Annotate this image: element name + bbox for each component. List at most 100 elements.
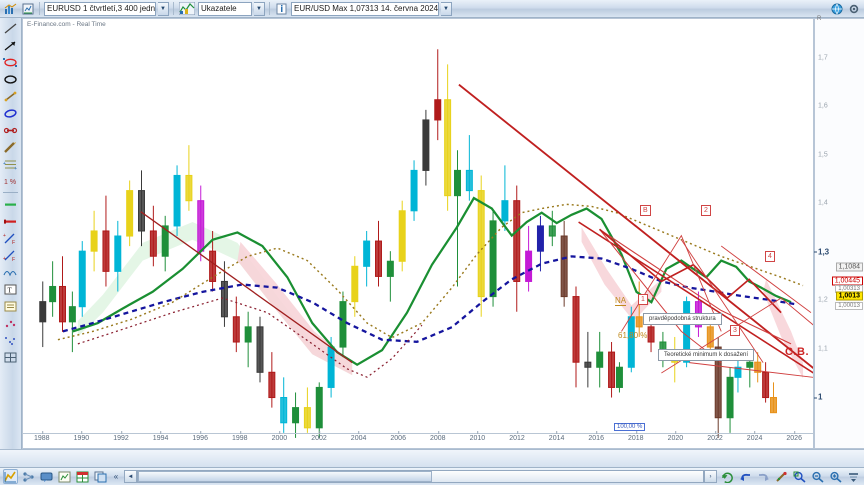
grid-tool-icon[interactable] [1, 349, 20, 365]
chart-watermark: E-Finance.com - Real Time [27, 21, 106, 28]
date-tick: 1988 [34, 431, 50, 442]
green-line-tool-icon[interactable] [1, 196, 20, 212]
draw-icon[interactable] [774, 469, 789, 484]
price-tick: 1,2 [818, 296, 828, 304]
regression2-tool-icon[interactable]: F + [1, 247, 20, 263]
top-toolbar: EURUSD 1 čtvrtletí,3 400 jednotek ▼ Ukaz… [0, 0, 864, 18]
svg-text:T: T [8, 286, 13, 294]
indicator-combo[interactable]: Ukazatele [198, 1, 252, 16]
price-axis[interactable]: R 1,7 1,6 1,5 1,4 1,3 1,2 1,1 1 1,1084 1,00445 1,0… [813, 16, 864, 449]
zoom-area-icon[interactable] [792, 469, 807, 484]
scroll-track[interactable] [137, 470, 704, 483]
arrow-tool-icon[interactable] [1, 37, 20, 53]
export-icon[interactable] [57, 469, 72, 484]
date-tick: 2004 [350, 431, 367, 442]
date-axis-line [22, 433, 814, 434]
date-tick: 2024 [746, 431, 763, 442]
date-tick: 2000 [271, 431, 288, 442]
chat-icon[interactable] [39, 469, 54, 484]
svg-text:1 %: 1 % [4, 179, 16, 186]
ellipse-red-tool-icon[interactable] [1, 54, 20, 70]
cycle-tool-icon[interactable] [1, 264, 20, 280]
date-tick: 2010 [469, 431, 486, 442]
refresh-icon[interactable] [720, 469, 735, 484]
svg-text:F: F [12, 240, 15, 245]
price-axis-corner: R [817, 16, 822, 22]
dumbbell-tool-icon[interactable] [1, 122, 20, 138]
collapse-left-button[interactable]: « [113, 472, 119, 481]
table-icon[interactable] [75, 469, 90, 484]
date-tick: 2026 [786, 431, 802, 442]
ellipse-black-tool-icon[interactable] [1, 71, 20, 87]
fit-icon[interactable] [846, 469, 861, 484]
fibonacci-tool-icon[interactable]: + + [1, 156, 20, 172]
info-combo[interactable]: EUR/USD Max 1,07313 14. června 2024 [291, 1, 439, 16]
structure-note[interactable]: pravděpodobná struktura [643, 313, 722, 325]
settings-gear-icon[interactable] [846, 1, 861, 16]
chart-icon[interactable] [3, 469, 18, 484]
network-icon[interactable] [21, 469, 36, 484]
drawing-tools-panel: + + 1 % F + F + T [0, 18, 22, 449]
info-combo-chevron-down-icon[interactable]: ▼ [441, 1, 452, 16]
low-label: 1,00013 [835, 302, 863, 310]
segment-tool-icon[interactable] [1, 88, 20, 104]
pencil-tool-icon[interactable] [1, 139, 20, 155]
date-tick: 1996 [192, 431, 208, 442]
regression-tool-icon[interactable]: F + [1, 230, 20, 246]
symbol-combo[interactable]: EURUSD 1 čtvrtletí,3 400 jednotek [44, 1, 156, 16]
symbol-combo-chevron-down-icon[interactable]: ▼ [158, 1, 169, 16]
scroll-left-button[interactable]: ◄ [124, 470, 137, 483]
bottom-toolbar: « ◄ › [0, 467, 864, 485]
date-tick: 2020 [667, 431, 684, 442]
indicator-combo-chevron-down-icon[interactable]: ▼ [254, 1, 265, 16]
chart-type-icon[interactable] [3, 1, 18, 16]
info-icon[interactable] [274, 1, 289, 16]
wave-label-1: 1 [638, 294, 648, 305]
percent-tool-icon[interactable]: 1 % [1, 173, 20, 189]
scatter-tool-icon[interactable] [1, 332, 20, 348]
svg-text:+: + [3, 233, 6, 239]
zoom-in-icon[interactable] [828, 469, 843, 484]
zoom-out-icon[interactable] [810, 469, 825, 484]
horizontal-scroll-area[interactable]: ◄ › [124, 470, 717, 483]
last-price-label: 1,0013 [835, 291, 863, 301]
date-tick: 1992 [113, 431, 129, 442]
tools-divider [3, 192, 18, 193]
fib-10000-label[interactable]: 100,00 % [614, 423, 646, 431]
wave-label-3: 3 [730, 325, 740, 336]
fib-6180-label: 61,80 % [618, 331, 648, 340]
redo-icon[interactable] [756, 469, 771, 484]
scroll-right-button[interactable]: › [704, 470, 717, 483]
price-tick: 1 [813, 392, 823, 402]
trendline-tool-icon[interactable] [1, 20, 20, 36]
price-tick: 1,5 [818, 151, 828, 159]
toolbar-separator [39, 2, 40, 15]
dots-tool-icon[interactable] [1, 315, 20, 331]
target-note[interactable]: Teoretické minimum k dosažení [658, 349, 755, 361]
price-tick: 1,1 [818, 345, 828, 353]
wave-label-4: 4 [765, 251, 775, 262]
toolbar-separator-2 [173, 2, 174, 15]
cb-label: C.B. [785, 346, 809, 358]
svg-text:+: + [3, 256, 6, 262]
globe-icon[interactable] [829, 1, 844, 16]
template-icon[interactable] [20, 1, 35, 16]
indicator-icon[interactable] [178, 1, 196, 16]
chart-canvas[interactable]: E-Finance.com - Real Time [22, 18, 814, 449]
svg-text:+: + [14, 166, 17, 171]
chart-plot [39, 49, 813, 438]
copy-icon[interactable] [93, 469, 108, 484]
note-tool-icon[interactable] [1, 298, 20, 314]
text-tool-icon[interactable]: T [1, 281, 20, 297]
undo-icon[interactable] [738, 469, 753, 484]
scroll-thumb[interactable] [138, 471, 432, 482]
date-tick: 2002 [311, 431, 327, 442]
status-bar [0, 449, 864, 467]
ellipse-blue-tool-icon[interactable] [1, 105, 20, 121]
date-tick: 2006 [390, 431, 406, 442]
date-tick: 2016 [588, 431, 604, 442]
red-line-tool-icon[interactable] [1, 213, 20, 229]
toolbar-separator-3 [269, 2, 270, 15]
svg-text:F: F [12, 257, 15, 262]
